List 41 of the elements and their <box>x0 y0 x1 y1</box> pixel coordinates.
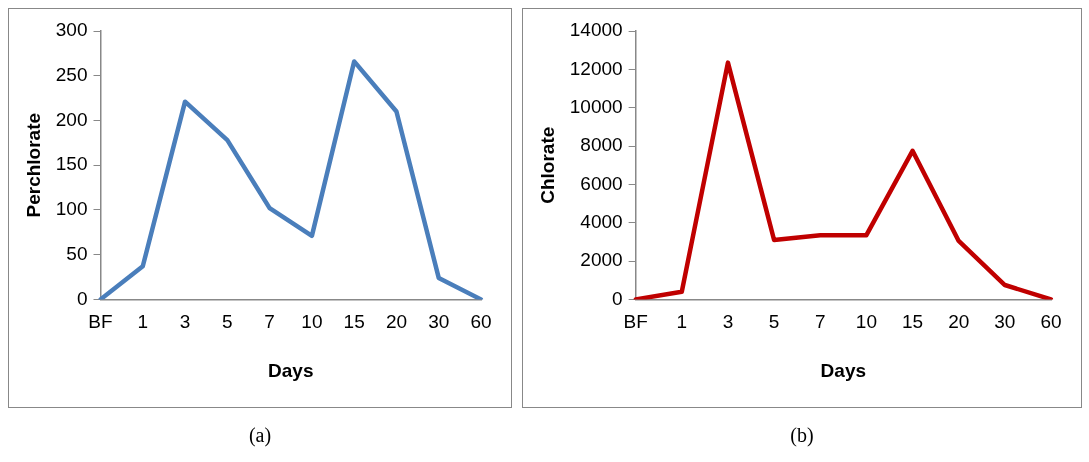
y-tick-label: 0 <box>76 287 88 309</box>
y-tick-label: 8000 <box>580 134 623 156</box>
y-tick-label: 4000 <box>580 210 623 232</box>
y-axis-title: Chlorate <box>536 126 558 204</box>
x-axis-title: Days <box>820 359 867 381</box>
y-tick-label: 250 <box>55 63 88 85</box>
x-tick-label: 1 <box>137 311 149 333</box>
x-tick-label: 5 <box>222 311 233 333</box>
text: (b) <box>789 424 815 447</box>
x-tick-label: 7 <box>264 311 275 333</box>
x-tick-label: 30 <box>994 311 1016 333</box>
x-tick-label: 20 <box>385 311 408 333</box>
x-tick-label: BF <box>623 311 648 333</box>
x-tick-label: 7 <box>814 311 826 333</box>
y-tick-label: 150 <box>55 153 88 175</box>
x-tick-label: 3 <box>722 311 734 333</box>
x-tick-label: 60 <box>1040 311 1062 333</box>
x-tick-label: 30 <box>428 311 450 333</box>
y-tick-label: 14000 <box>569 19 623 41</box>
x-tick-label: BF <box>88 311 113 333</box>
x-tick-label: 3 <box>179 311 191 333</box>
x-tick-label: 15 <box>343 311 365 333</box>
x-tick-label: 10 <box>855 311 877 333</box>
y-tick-label: 200 <box>55 108 88 130</box>
y-tick-label: 300 <box>55 19 88 41</box>
y-tick-label: 12000 <box>569 57 623 79</box>
y-tick-label: 100 <box>55 198 88 220</box>
x-axis-title: Days <box>268 359 314 381</box>
y-axis-title: Perchlorate <box>22 112 44 218</box>
text: (a) <box>247 424 273 447</box>
x-tick-label: 10 <box>301 311 323 333</box>
y-tick-label: 2000 <box>580 249 623 271</box>
x-tick-label: 1 <box>676 311 688 333</box>
y-tick-label: 6000 <box>580 172 623 194</box>
x-tick-label: 20 <box>948 311 970 333</box>
x-tick-label: 5 <box>768 311 780 333</box>
x-tick-label: 15 <box>901 311 924 333</box>
x-tick-label: 60 <box>470 311 492 333</box>
y-tick-label: 0 <box>612 287 623 309</box>
y-tick-label: 50 <box>66 242 88 264</box>
y-tick-label: 10000 <box>569 95 623 117</box>
